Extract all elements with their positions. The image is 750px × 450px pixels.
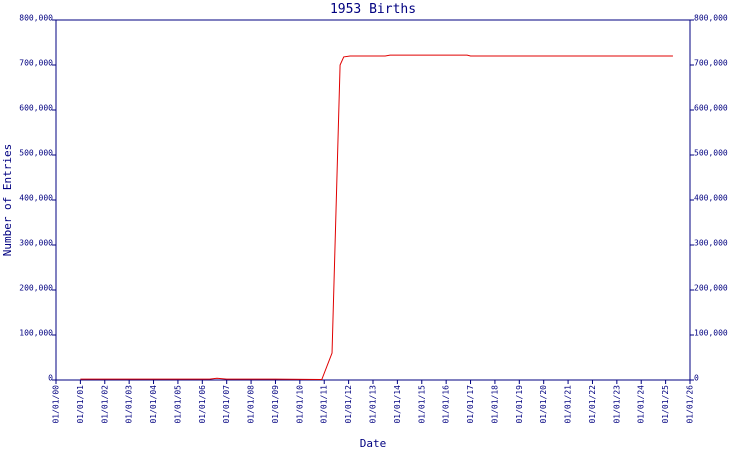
y2-tick-label: 800,000 — [694, 14, 728, 23]
x-tick-label: 01/01/16 — [442, 385, 451, 424]
x-tick-label: 01/01/20 — [539, 385, 548, 424]
x-tick-label: 01/01/11 — [320, 385, 329, 424]
x-tick-label: 01/01/04 — [149, 385, 158, 424]
y2-tick-label: 600,000 — [694, 104, 728, 113]
y2-tick-label: 500,000 — [694, 149, 728, 158]
plot-frame — [55, 19, 691, 381]
x-tick-label: 01/01/13 — [369, 385, 378, 424]
x-tick-label: 01/01/00 — [52, 385, 61, 424]
x-tick-label: 01/01/18 — [490, 385, 499, 424]
x-tick-label: 01/01/02 — [100, 385, 109, 424]
y-tick-label: 400,000 — [19, 194, 53, 203]
x-tick-label: 01/01/26 — [686, 385, 695, 424]
data-line — [80, 54, 673, 381]
x-tick-label: 01/01/07 — [222, 385, 231, 424]
x-tick-label: 01/01/14 — [393, 385, 402, 424]
y2-tick-label: 100,000 — [694, 329, 728, 338]
x-tick-label: 01/01/08 — [247, 385, 256, 424]
chart-title: 1953 Births — [330, 2, 416, 17]
y-tick-label: 500,000 — [19, 149, 53, 158]
x-tick-label: 01/01/22 — [588, 385, 597, 424]
x-tick-label: 01/01/10 — [295, 385, 304, 424]
x-tick-label: 01/01/19 — [515, 385, 524, 424]
x-tick-label: 01/01/03 — [125, 385, 134, 424]
y-tick-label: 100,000 — [19, 329, 53, 338]
x-tick-label: 01/01/01 — [76, 385, 85, 424]
y-tick-label: 700,000 — [19, 59, 53, 68]
x-axis-title: Date — [360, 437, 387, 450]
y2-tick-label: 0 — [694, 374, 699, 383]
y-axis-title: Number of Entries — [1, 144, 14, 257]
x-tick-label: 01/01/15 — [417, 385, 426, 424]
y-tick-label: 200,000 — [19, 284, 53, 293]
x-tick-label: 01/01/12 — [344, 385, 353, 424]
y-tick-label: 0 — [48, 374, 53, 383]
y-tick-label: 300,000 — [19, 239, 53, 248]
y-tick-label: 800,000 — [19, 14, 53, 23]
y2-tick-label: 700,000 — [694, 59, 728, 68]
x-tick-label: 01/01/17 — [466, 385, 475, 424]
y2-tick-label: 400,000 — [694, 194, 728, 203]
x-tick-label: 01/01/25 — [661, 385, 670, 424]
x-tick-label: 01/01/23 — [612, 385, 621, 424]
x-tick-label: 01/01/21 — [564, 385, 573, 424]
x-tick-label: 01/01/06 — [198, 385, 207, 424]
x-tick-label: 01/01/05 — [173, 385, 182, 424]
y-tick-label: 600,000 — [19, 104, 53, 113]
x-tick-label: 01/01/09 — [271, 385, 280, 424]
y2-tick-label: 200,000 — [694, 284, 728, 293]
y2-tick-label: 300,000 — [694, 239, 728, 248]
x-tick-label: 01/01/24 — [637, 385, 646, 424]
